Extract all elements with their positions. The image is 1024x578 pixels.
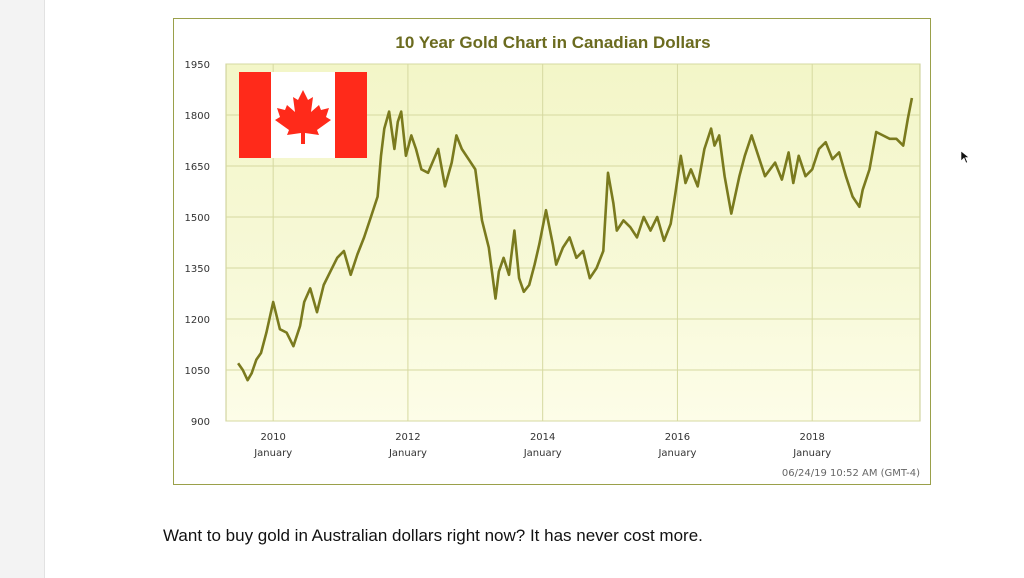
- x-tick-month: January: [792, 448, 831, 459]
- x-tick-year: 2012: [395, 432, 420, 443]
- y-tick-label: 1500: [185, 213, 210, 224]
- x-tick-year: 2016: [665, 432, 690, 443]
- x-tick-year: 2010: [260, 432, 285, 443]
- gold-chart: 10 Year Gold Chart in Canadian Dollars 1…: [173, 18, 931, 485]
- y-tick-label: 1800: [185, 111, 210, 122]
- x-tick-month: January: [253, 448, 292, 459]
- chart-timestamp: 06/24/19 10:52 AM (GMT-4): [782, 468, 920, 479]
- article-caption: Want to buy gold in Australian dollars r…: [163, 526, 703, 545]
- x-tick-year: 2018: [799, 432, 824, 443]
- y-tick-label: 900: [191, 417, 210, 428]
- y-tick-label: 1650: [185, 162, 210, 173]
- x-tick-year: 2014: [530, 432, 555, 443]
- left-sidebar: [0, 0, 45, 578]
- y-tick-label: 1200: [185, 315, 210, 326]
- y-tick-label: 1050: [185, 366, 210, 377]
- chart-title: 10 Year Gold Chart in Canadian Dollars: [395, 33, 710, 52]
- gold-price-line: [237, 97, 914, 382]
- maple-leaf-icon: [275, 90, 331, 144]
- y-tick-label: 1350: [185, 264, 210, 275]
- chart-canvas: 10 Year Gold Chart in Canadian Dollars 1…: [185, 33, 921, 479]
- y-tick-label: 1950: [185, 60, 210, 71]
- x-tick-month: January: [657, 448, 696, 459]
- x-tick-month: January: [523, 448, 562, 459]
- mouse-cursor-icon: [960, 150, 970, 164]
- canada-flag: [239, 72, 367, 158]
- x-tick-month: January: [388, 448, 427, 459]
